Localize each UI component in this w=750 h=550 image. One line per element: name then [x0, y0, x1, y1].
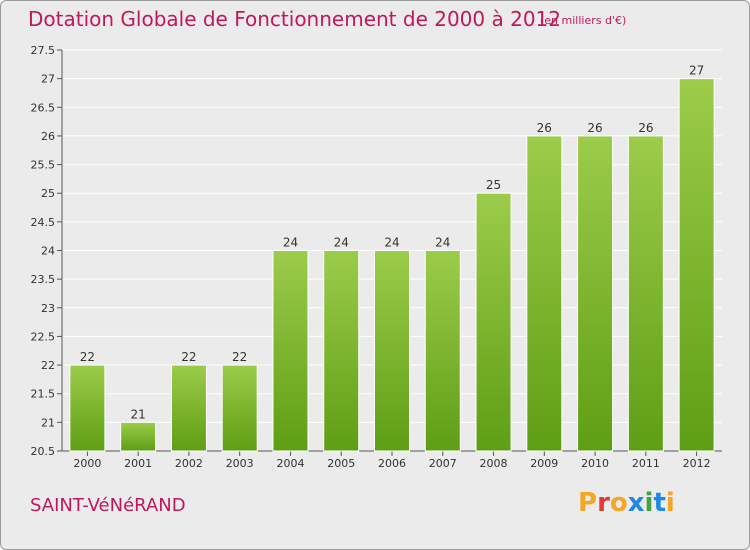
logo-letter: P: [578, 488, 598, 518]
bars: [69, 78, 715, 452]
y-tick-label: 27: [41, 73, 55, 86]
y-tick-label: 22: [41, 359, 55, 372]
y-tick-label: 20.5: [31, 445, 56, 458]
x-tick-label: 2004: [276, 457, 304, 470]
x-tick-label: 2008: [480, 457, 508, 470]
x-tick-labels: 2000 2001 2002 2003 2004 2005 2006 2007 2008 2009…: [73, 457, 710, 470]
data-label: 25: [486, 178, 501, 192]
bar-2008: [475, 192, 512, 452]
y-tick-label: 26: [41, 130, 55, 143]
data-label: 22: [232, 350, 247, 364]
logo-letter: x: [627, 488, 645, 518]
commune-name: SAINT-VéNéRAND: [30, 495, 186, 516]
bar-2011: [627, 135, 664, 452]
x-tick-label: 2012: [683, 457, 711, 470]
data-labels: 22 21 22 22 24 24 24 24 25 26 26 26 27: [80, 64, 705, 422]
bar-2006: [374, 250, 410, 452]
data-label: 24: [283, 236, 298, 250]
x-tick-label: 2000: [73, 457, 101, 470]
data-label: 21: [131, 407, 146, 421]
data-label: 26: [587, 121, 602, 135]
proxiti-logo[interactable]: Proxiti: [578, 488, 675, 518]
y-tick-label: 23: [41, 302, 55, 315]
logo-letter: i: [665, 488, 675, 518]
logo-letter: r: [597, 488, 610, 518]
x-tick-label: 2003: [226, 457, 254, 470]
bar-2003: [221, 364, 258, 452]
x-tick-label: 2011: [632, 457, 660, 470]
bar-2010: [577, 135, 614, 452]
x-tick-label: 2010: [581, 457, 609, 470]
x-tick-label: 2009: [530, 457, 558, 470]
data-label: 22: [80, 350, 95, 364]
y-tick-label: 21.5: [31, 388, 56, 401]
data-label: 24: [334, 236, 349, 250]
bar-2004: [272, 250, 309, 452]
y-tick-label: 24: [41, 245, 55, 258]
bar-2002: [170, 364, 207, 452]
data-label: 26: [537, 121, 552, 135]
data-label: 26: [638, 121, 653, 135]
data-label: 24: [435, 236, 450, 250]
y-tick-label: 24.5: [31, 216, 56, 229]
bar-2012: [678, 78, 715, 452]
bar-2001: [120, 421, 157, 452]
bar-2009: [526, 135, 563, 452]
x-tick-label: 2005: [327, 457, 355, 470]
y-tick-label: 23.5: [31, 273, 56, 286]
x-tick-label: 2007: [429, 457, 457, 470]
logo-letter: t: [653, 488, 666, 518]
y-tick-label: 21: [41, 416, 55, 429]
logo-letter: i: [644, 488, 654, 518]
chart-subtitle: (en milliers d'€): [540, 14, 627, 27]
bar-2005: [323, 250, 360, 452]
x-tick-label: 2006: [378, 457, 406, 470]
bar-2000: [69, 364, 106, 452]
x-tick-label: 2001: [124, 457, 152, 470]
data-label: 24: [384, 236, 399, 250]
logo-letter: o: [609, 488, 628, 518]
y-tick-labels: 20.5 21 21.5 22 22.5 23 23.5 24 24.5 25 25.5 26 26.5…: [31, 44, 56, 458]
data-label: 22: [181, 350, 196, 364]
y-tick-label: 22.5: [31, 330, 56, 343]
bar-2007: [424, 250, 461, 452]
data-label: 27: [689, 64, 704, 78]
y-tick-label: 26.5: [31, 101, 56, 114]
y-tick-label: 25: [41, 187, 55, 200]
y-tick-label: 27.5: [31, 44, 56, 57]
x-tick-label: 2002: [175, 457, 203, 470]
chart-title: Dotation Globale de Fonctionnement de 20…: [28, 7, 561, 31]
y-tick-label: 25.5: [31, 159, 56, 172]
